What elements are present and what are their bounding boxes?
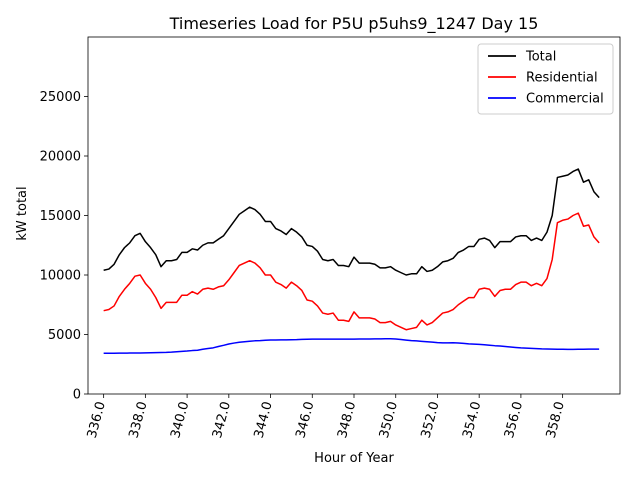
series-line-commercial	[103, 338, 600, 355]
x-axis-title: Hour of Year	[314, 451, 394, 466]
x-tick-label: 356.0	[502, 400, 526, 440]
legend-label-residential: Residential	[526, 71, 598, 86]
x-tick-label: 342.0	[210, 400, 234, 440]
y-axis-title: kW total	[15, 186, 30, 240]
x-tick-label: 354.0	[460, 400, 484, 440]
x-tick-label: 346.0	[293, 400, 317, 440]
series-layer	[103, 168, 600, 355]
y-tick-label: 5000	[48, 328, 81, 343]
y-tick-label: 20000	[40, 150, 81, 165]
y-tick-label: 25000	[40, 90, 81, 105]
x-tick-label: 348.0	[335, 400, 359, 440]
y-tick-label: 0	[73, 388, 81, 403]
x-tick-label: 352.0	[419, 400, 443, 440]
y-tick-label: 15000	[40, 209, 81, 224]
x-tick-label: 358.0	[544, 400, 568, 440]
legend-label-total: Total	[525, 50, 556, 65]
chart-title: Timeseries Load for P5U p5uhs9_1247 Day …	[169, 14, 539, 34]
x-tick-label: 336.0	[85, 400, 109, 440]
x-tick-label: 344.0	[252, 400, 276, 440]
x-tick-label: 340.0	[168, 400, 192, 440]
legend-label-commercial: Commercial	[526, 92, 604, 107]
legend: Total Residential Commercial	[477, 43, 614, 115]
x-tick-label: 338.0	[126, 400, 150, 440]
y-tick-label: 10000	[40, 269, 81, 284]
legend-box	[477, 43, 614, 115]
series-line-total	[103, 168, 600, 276]
series-line-residential	[103, 212, 600, 331]
x-tick-label: 350.0	[377, 400, 401, 440]
